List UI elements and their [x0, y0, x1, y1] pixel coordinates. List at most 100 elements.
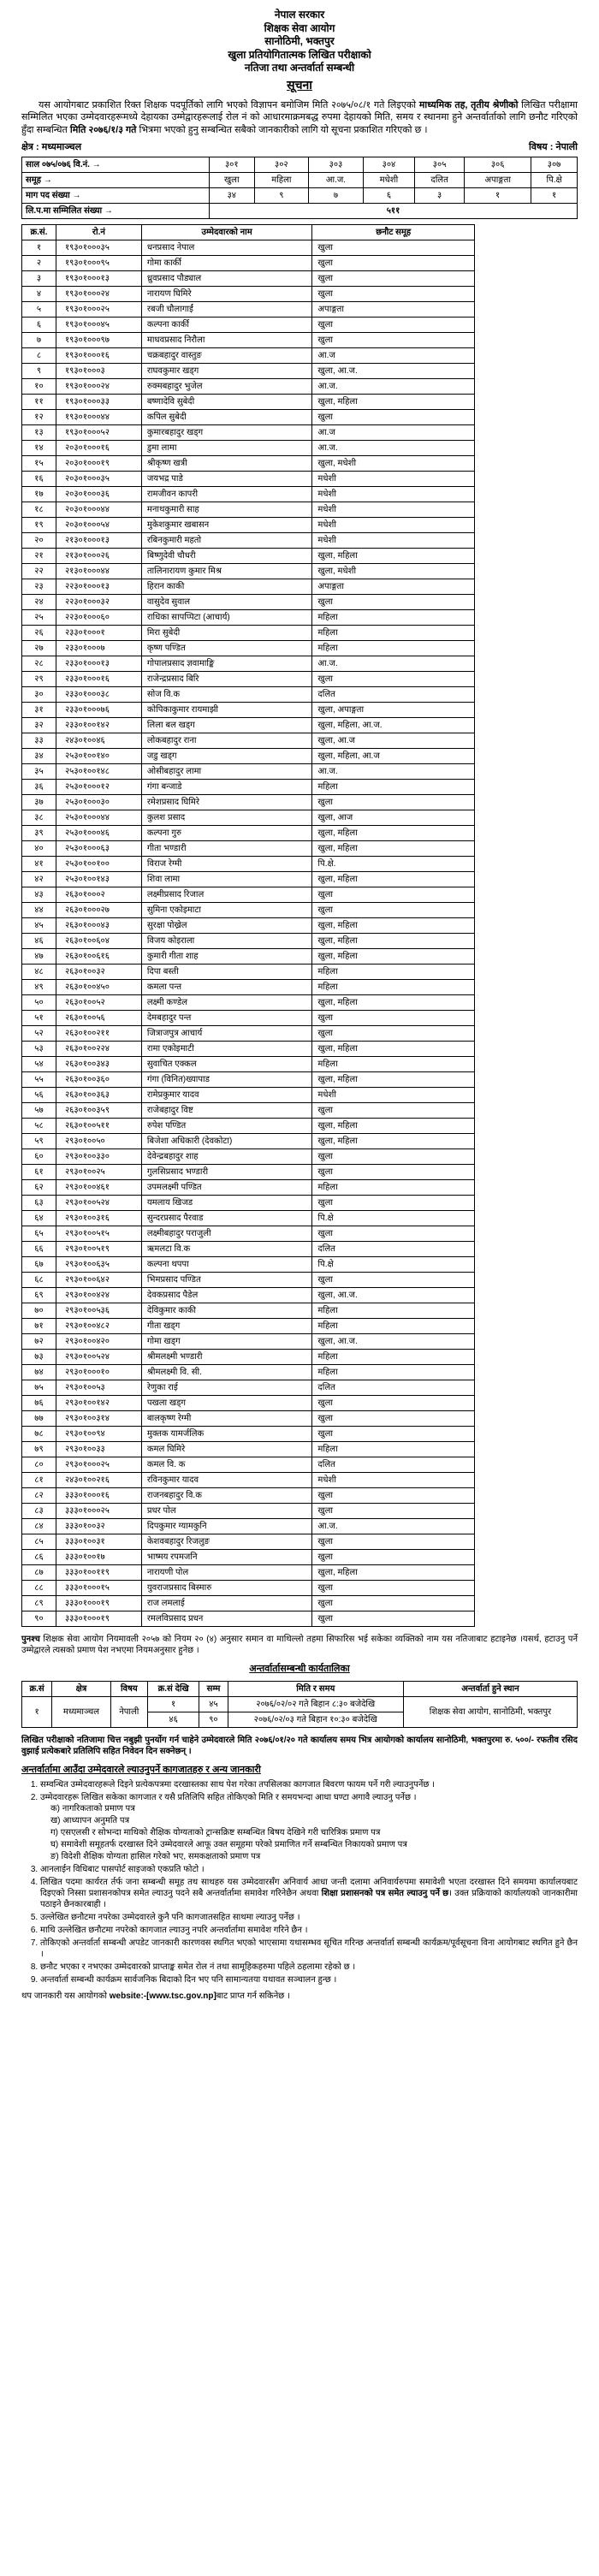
table-cell: सुवाचित एक्कल: [141, 1057, 312, 1072]
table-cell: रामेप्रकुमार यादव: [141, 1088, 312, 1103]
table-cell: ८२: [22, 1488, 56, 1504]
table-row: ५१९३०१०००२५रबजी चौलागाईंअपाङ्गता: [22, 302, 475, 318]
table-cell: कल्पना थपपा: [141, 1257, 312, 1273]
table-cell: २५३०१०००६३: [56, 841, 141, 857]
table-cell: रेणुका राई: [141, 1380, 312, 1396]
table-cell: २९३०१००६३५: [56, 1257, 141, 1273]
table-cell: ३९: [22, 826, 56, 841]
table-cell: सोज वि.क: [141, 687, 312, 703]
table-row: ८९३३३०१०००१९राज लमलाईखुला: [22, 1596, 475, 1611]
table-cell: खुला, आ.ज.: [312, 1334, 475, 1350]
table-cell: २३३०१०००३८: [56, 687, 141, 703]
table-cell: यमलाय खिजड: [141, 1196, 312, 1211]
table-cell: २६३०१००३६०: [56, 1072, 141, 1088]
table-cell: ४१: [22, 857, 56, 872]
table-row: ४४२६३०१०००२७सुमिना एकोइमाटाखुला: [22, 903, 475, 918]
info-item: सम्वन्धित उम्मेदवारहरूले दिइने प्रत्येकप…: [40, 1779, 578, 1790]
table-row: ५०२६३०१००५२लक्ष्मी कण्डेलखुला, महिला: [22, 995, 475, 1011]
result-line: नतिजा तथा अन्तर्वार्ता सम्बन्धी: [21, 62, 578, 75]
table-cell: १९: [22, 518, 56, 533]
vacancy-cell: १: [531, 188, 578, 204]
table-cell: आ.ज.: [312, 441, 475, 456]
table-row: १८२०३०१०००४४मनाथकुमारी साहमधेशी: [22, 502, 475, 518]
int-r1-sn: १: [147, 1696, 199, 1712]
table-cell: २९३०१०००१०: [56, 1365, 141, 1380]
candidates-table: क्र.सं.रो.नंउम्मेदवारको नामछनौट समूह ११९…: [21, 224, 475, 1627]
table-row: ६९२९३०१००४२४देवकप्रसाद पैडेलखुला, आ.ज.: [22, 1288, 475, 1303]
table-cell: मधेशी: [312, 502, 475, 518]
table-cell: ५०: [22, 995, 56, 1011]
table-row: ११९३०१०००३५धनप्रसाद नेपालखुला: [22, 240, 475, 256]
table-cell: १९३०१०००३३: [56, 395, 141, 410]
interview-header: क्षेत्र: [52, 1681, 111, 1696]
table-cell: ६७: [22, 1257, 56, 1273]
table-cell: २६३०१००२२४: [56, 1042, 141, 1057]
info-item: तोकिएको अन्तर्वार्ता सम्बन्धी अपडेट जानक…: [40, 1938, 578, 1960]
table-cell: ८५: [22, 1534, 56, 1550]
table-cell: महिला: [312, 965, 475, 980]
table-cell: सुन्दरप्रसाद पैरवाड: [141, 1211, 312, 1226]
table-row: ५६२६३०१००३६३रामेप्रकुमार यादवमधेशी: [22, 1088, 475, 1103]
table-cell: ७: [22, 333, 56, 348]
table-cell: १२: [22, 410, 56, 425]
table-cell: खुला, महिला: [312, 841, 475, 857]
table-row: ७१९३०१०००९७माधवप्रसाद निरौलाखुला: [22, 333, 475, 348]
table-cell: गंगा बन्जाडे: [141, 780, 312, 795]
table-cell: १४: [22, 441, 56, 456]
table-cell: ३५: [22, 764, 56, 780]
table-cell: २०३०१०००१९: [56, 456, 141, 472]
info-item: छनौट भएका र नभएका उम्मेदवारको प्राप्ताङ्…: [40, 1962, 578, 1973]
table-row: ४१२५३०१००१००विराज रेग्मीपि.क्षे.: [22, 857, 475, 872]
table-cell: डुमा लामा: [141, 441, 312, 456]
table-cell: खुला, महिला: [312, 934, 475, 949]
table-row: ७७२९३०१००३१४बालकृष्ण रेग्मीखुला: [22, 1411, 475, 1427]
table-cell: २३३०१०००१: [56, 626, 141, 641]
int-r2-date: २०७६/०२/०३ गते बिहान १०:३० बजेदेखि: [228, 1712, 403, 1727]
table-cell: ७१: [22, 1319, 56, 1334]
table-cell: २२: [22, 564, 56, 579]
info-item: उल्लेखित छनौटमा नपरेका उम्मेदवारले कुनै …: [40, 1912, 578, 1923]
table-cell: मधेशी: [312, 487, 475, 502]
table-cell: खुला: [312, 1396, 475, 1411]
table-cell: बिजेशा अधिकारी (देवकोटा): [141, 1134, 312, 1149]
table-cell: ३३३०१००३१: [56, 1534, 141, 1550]
table-cell: देवकप्रसाद पैडेल: [141, 1288, 312, 1303]
gov-line: नेपाल सरकार: [21, 9, 578, 22]
table-cell: मुक्तक यामर्जलिक: [141, 1427, 312, 1442]
table-cell: मधेशी: [312, 518, 475, 533]
table-cell: ३१: [22, 703, 56, 718]
table-header: क्र.सं.: [22, 225, 56, 240]
table-cell: बालकृष्ण रेग्मी: [141, 1411, 312, 1427]
table-row: ८१९३०१०००१६चक्रबहादुर वास्तुङआ.ज: [22, 348, 475, 364]
table-cell: नारायणी पोल: [141, 1565, 312, 1581]
exam-line: खुला प्रतियोगितात्मक लिखित परीक्षाको: [21, 49, 578, 62]
table-cell: माधवप्रसाद निरौला: [141, 333, 312, 348]
table-row: २१२१३०१०००२६बिष्णुदेवी चौधरीखुला, महिला: [22, 549, 475, 564]
table-cell: देमबहादुर पन्त: [141, 1011, 312, 1026]
table-cell: रुपेश पण्डित: [141, 1119, 312, 1134]
table-row: ८५३३३०१००३१केशवबहादुर रिजलुङखुला: [22, 1534, 475, 1550]
info-sub-item: घ) समावेशी समूहतर्फ दरखास्त दिने उम्मेदव…: [50, 1839, 578, 1850]
table-row: ८७३३३०१००११९नारायणी पोलखुला, महिला: [22, 1565, 475, 1581]
int-r1-date: २०७६/०२/०२ गते बिहान ८:३० बजेदेखि: [228, 1696, 403, 1712]
table-cell: खुला, महिला: [312, 1134, 475, 1149]
table-row: ४२२५३०१००१४३शिवा लामाखुला, महिला: [22, 872, 475, 887]
table-cell: २६३०१००२११: [56, 1026, 141, 1042]
table-cell: १३: [22, 425, 56, 441]
table-cell: खुला, महिला: [312, 872, 475, 887]
vacancy-cell: ६: [363, 188, 414, 204]
table-cell: खुला, महिला: [312, 826, 475, 841]
table-cell: जयभद्र पाडे: [141, 472, 312, 487]
table-cell: २१: [22, 549, 56, 564]
table-row: ३६२५३०१०००१२गंगा बन्जाडेमहिला: [22, 780, 475, 795]
vacancy-cell: खुला: [210, 173, 254, 188]
vacancy-cell: ३०७: [531, 157, 578, 173]
table-cell: कुलश प्रसाद: [141, 810, 312, 826]
table-row: ६४२९३०१००३१६सुन्दरप्रसाद पैरवाडपि.क्षे: [22, 1211, 475, 1226]
table-cell: खुला, आ.ज: [312, 733, 475, 749]
info-item: आनलाईन विधिबाट पासपोर्ट साइजको एकप्रति फ…: [40, 1864, 578, 1875]
table-cell: २६३०१००३४३: [56, 1057, 141, 1072]
table-cell: आ.ज: [312, 425, 475, 441]
table-cell: २९३०१००३३: [56, 1442, 141, 1457]
table-cell: कल्पना कार्की: [141, 318, 312, 333]
